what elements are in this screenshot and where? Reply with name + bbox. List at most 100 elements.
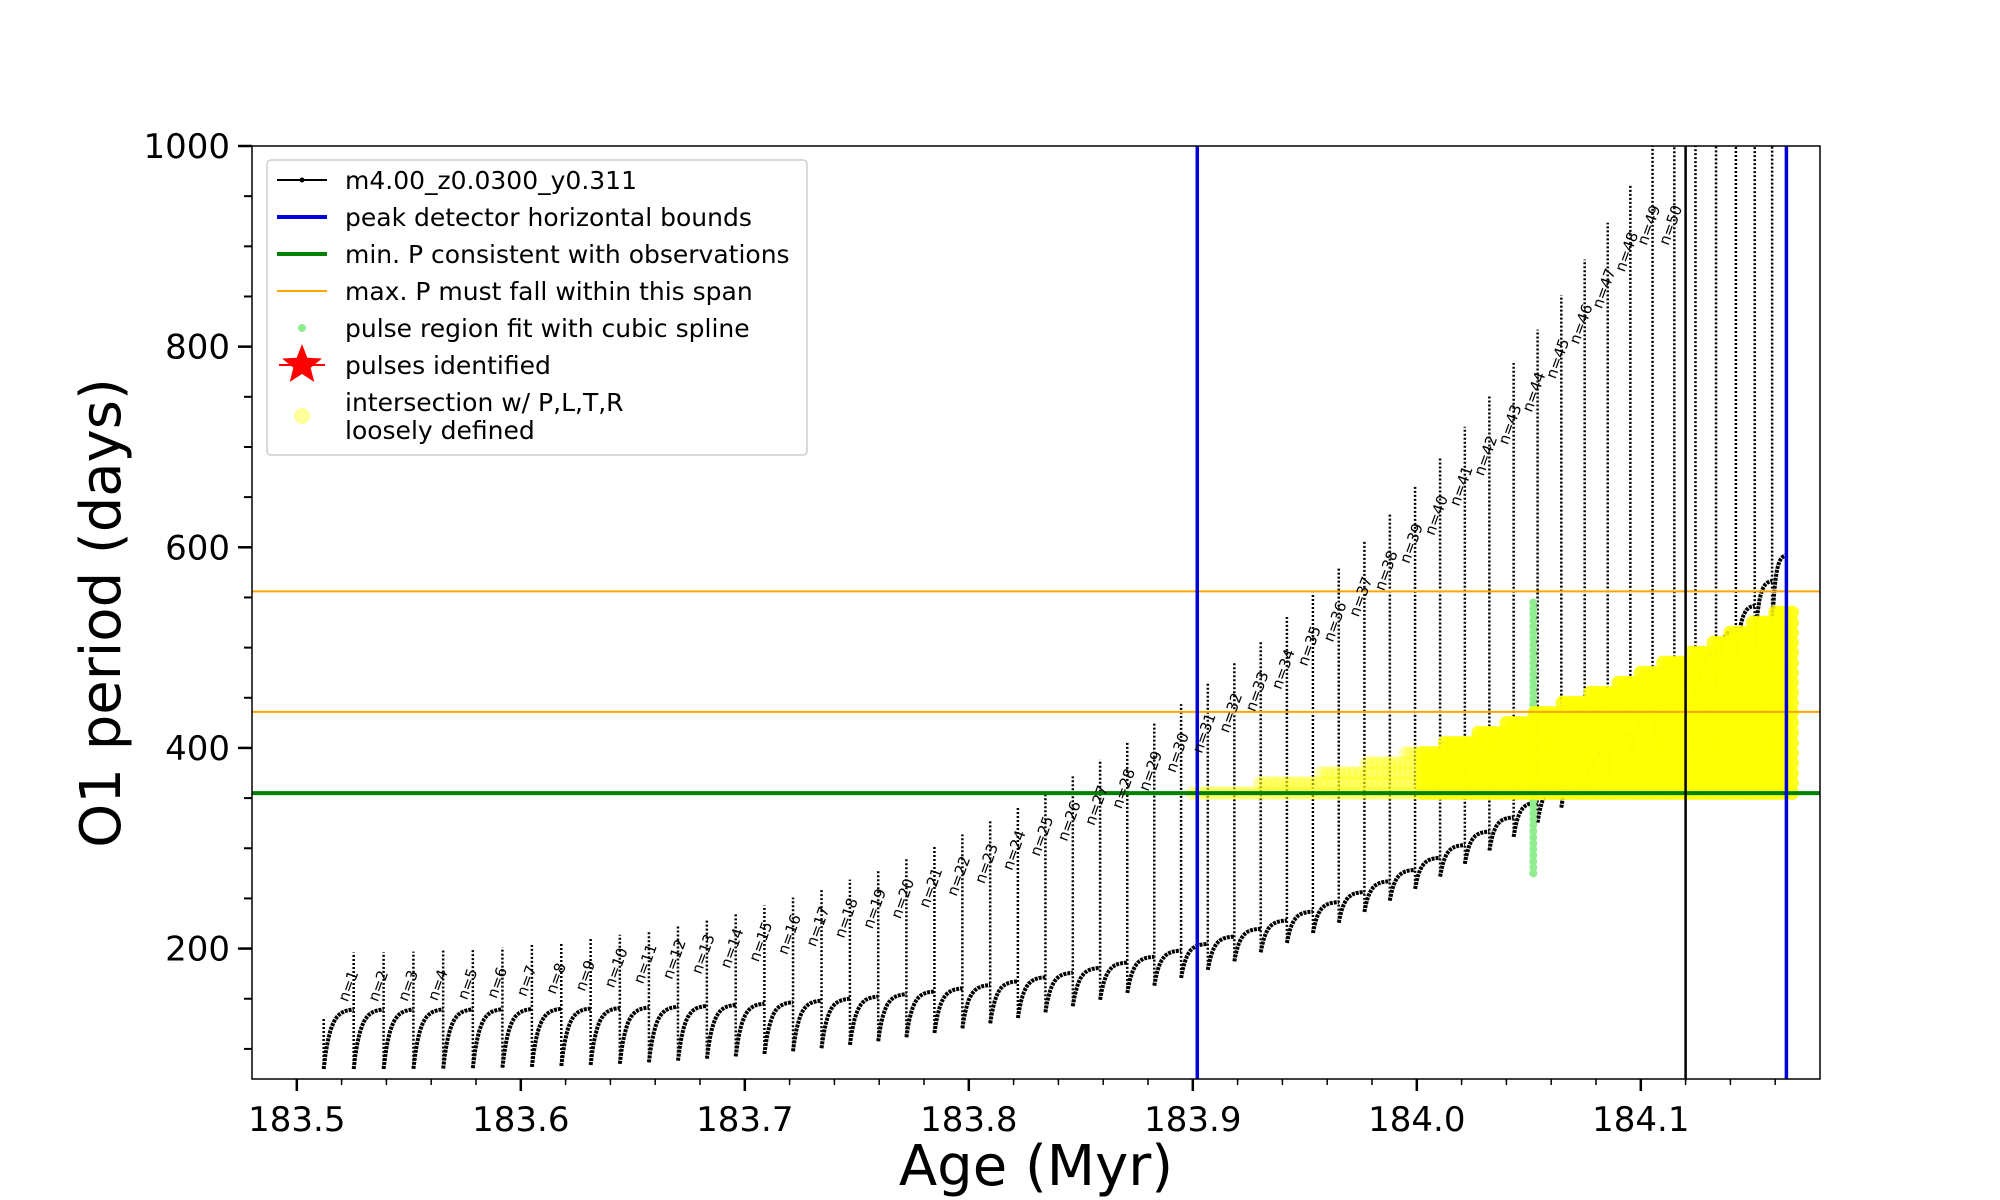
pulse-curve [960, 983, 991, 1029]
pulse-label: n=23 [971, 841, 1002, 886]
x-axis: 183.5 183.6 183.7 183.8 183.9 184.0 184.1 [248, 1079, 1776, 1140]
pulse-curve [762, 1000, 794, 1055]
pulse-label: n=25 [1026, 814, 1057, 859]
pulse-curve [1362, 879, 1390, 913]
intersection-point [1309, 776, 1323, 791]
spline-point [1529, 652, 1538, 661]
pulse-label: n=21 [915, 865, 946, 910]
pulse-curve [1336, 890, 1365, 924]
intersection-point [1404, 766, 1419, 781]
pulse-curve [904, 989, 935, 1038]
pulse-label: n=28 [1108, 766, 1139, 811]
pulse-label: n=36 [1320, 599, 1351, 644]
pulse-curve [988, 979, 1019, 1024]
intersection-point [1353, 766, 1368, 781]
intersection-point [1785, 635, 1799, 650]
intersection-point [1398, 766, 1413, 781]
intersection-point [1365, 776, 1379, 791]
spline-point [1529, 688, 1538, 697]
legend-label: max. P must fall within this span [345, 277, 753, 306]
intersection-point [1785, 735, 1799, 750]
pulse-label: n=33 [1242, 669, 1273, 714]
spline-point [1529, 622, 1538, 631]
pulse-curve [470, 1007, 503, 1069]
y-tick-label: 600 [165, 528, 230, 568]
pulse-curve [646, 1004, 679, 1063]
legend-marker [299, 177, 305, 183]
intersection-point [1785, 615, 1799, 630]
intersection-point [1370, 766, 1385, 781]
pulse-curve [1232, 926, 1261, 962]
intersection-point [1398, 745, 1413, 760]
intersection-point [1785, 645, 1799, 660]
pulse-curve [1125, 954, 1155, 994]
intersection-point [1281, 776, 1295, 791]
pulse-curve [1310, 900, 1339, 934]
spline-point [1529, 682, 1538, 691]
spline-point [1529, 670, 1538, 679]
x-tick-label: 183.8 [920, 1100, 1017, 1140]
spline-point [1529, 809, 1538, 818]
intersection-point [1365, 755, 1379, 770]
intersection-point [1331, 776, 1346, 791]
intersection-point [1292, 776, 1307, 791]
intersection-point [1785, 745, 1799, 760]
pulse-curve [1205, 934, 1235, 971]
pulse-label: n=7 [513, 963, 541, 999]
vertical-lines [1195, 146, 1789, 1079]
spline-point [1529, 694, 1538, 703]
intersection-point [1303, 776, 1318, 791]
pulse-curve [1387, 867, 1416, 901]
intersection-point [1342, 766, 1357, 781]
pulse-curve [819, 996, 851, 1049]
pulse-curve [351, 1007, 384, 1070]
legend-label: min. P consistent with observations [345, 240, 790, 269]
intersection-point [1325, 776, 1340, 791]
spline-point [1529, 628, 1538, 637]
intersection-point [1320, 766, 1335, 781]
legend-marker [294, 408, 310, 424]
intersection-point [1381, 766, 1396, 781]
intersection-point [1785, 685, 1799, 700]
x-tick-label: 184.1 [1592, 1100, 1689, 1140]
intersection-point [1785, 675, 1799, 690]
pulse-curve [1413, 855, 1441, 890]
pulse-label: n=18 [831, 896, 862, 941]
intersection-point [1253, 776, 1267, 791]
intersection-point [1342, 776, 1357, 791]
intersection-point [1387, 766, 1402, 781]
x-tick-label: 183.6 [472, 1100, 569, 1140]
legend-marker [282, 344, 322, 382]
intersection-point [1353, 776, 1368, 791]
pulse-curve [588, 1006, 621, 1066]
pulse-label: n=10 [601, 945, 632, 990]
pulse-curve [876, 992, 907, 1042]
spline-point [1529, 803, 1538, 812]
pulse-curve [411, 1007, 444, 1069]
intersection-point [1376, 755, 1391, 770]
y-tick-label: 1000 [143, 127, 230, 167]
intersection-point [1320, 776, 1335, 791]
pulse-curve [1179, 941, 1208, 979]
pulse-curve [617, 1005, 650, 1064]
pulse-label: n=9 [571, 958, 599, 994]
pulse-label: n=14 [717, 926, 748, 971]
pulse-label: n=16 [774, 912, 805, 957]
intersection-point [1359, 776, 1374, 791]
pulse-label: n=13 [688, 932, 719, 977]
pulse-label: n=17 [802, 904, 833, 949]
intersection-point [1365, 766, 1379, 781]
intersection-point [1404, 755, 1419, 770]
pulse-curve [791, 998, 822, 1052]
legend-label: pulse region fit with cubic spline [345, 314, 750, 343]
legend-label: intersection w/ P,L,T,R [345, 388, 624, 417]
pulse-curve [847, 994, 879, 1046]
intersection-points [1185, 605, 1799, 801]
legend-label: pulses identified [345, 351, 551, 380]
intersection-point [1314, 776, 1329, 791]
pulse-curve [1070, 965, 1101, 1007]
plot-area [252, 146, 1820, 1079]
pulse-curve [1752, 578, 1773, 650]
legend-label: loosely defined [345, 416, 535, 445]
pulse-label: n=24 [999, 828, 1030, 873]
